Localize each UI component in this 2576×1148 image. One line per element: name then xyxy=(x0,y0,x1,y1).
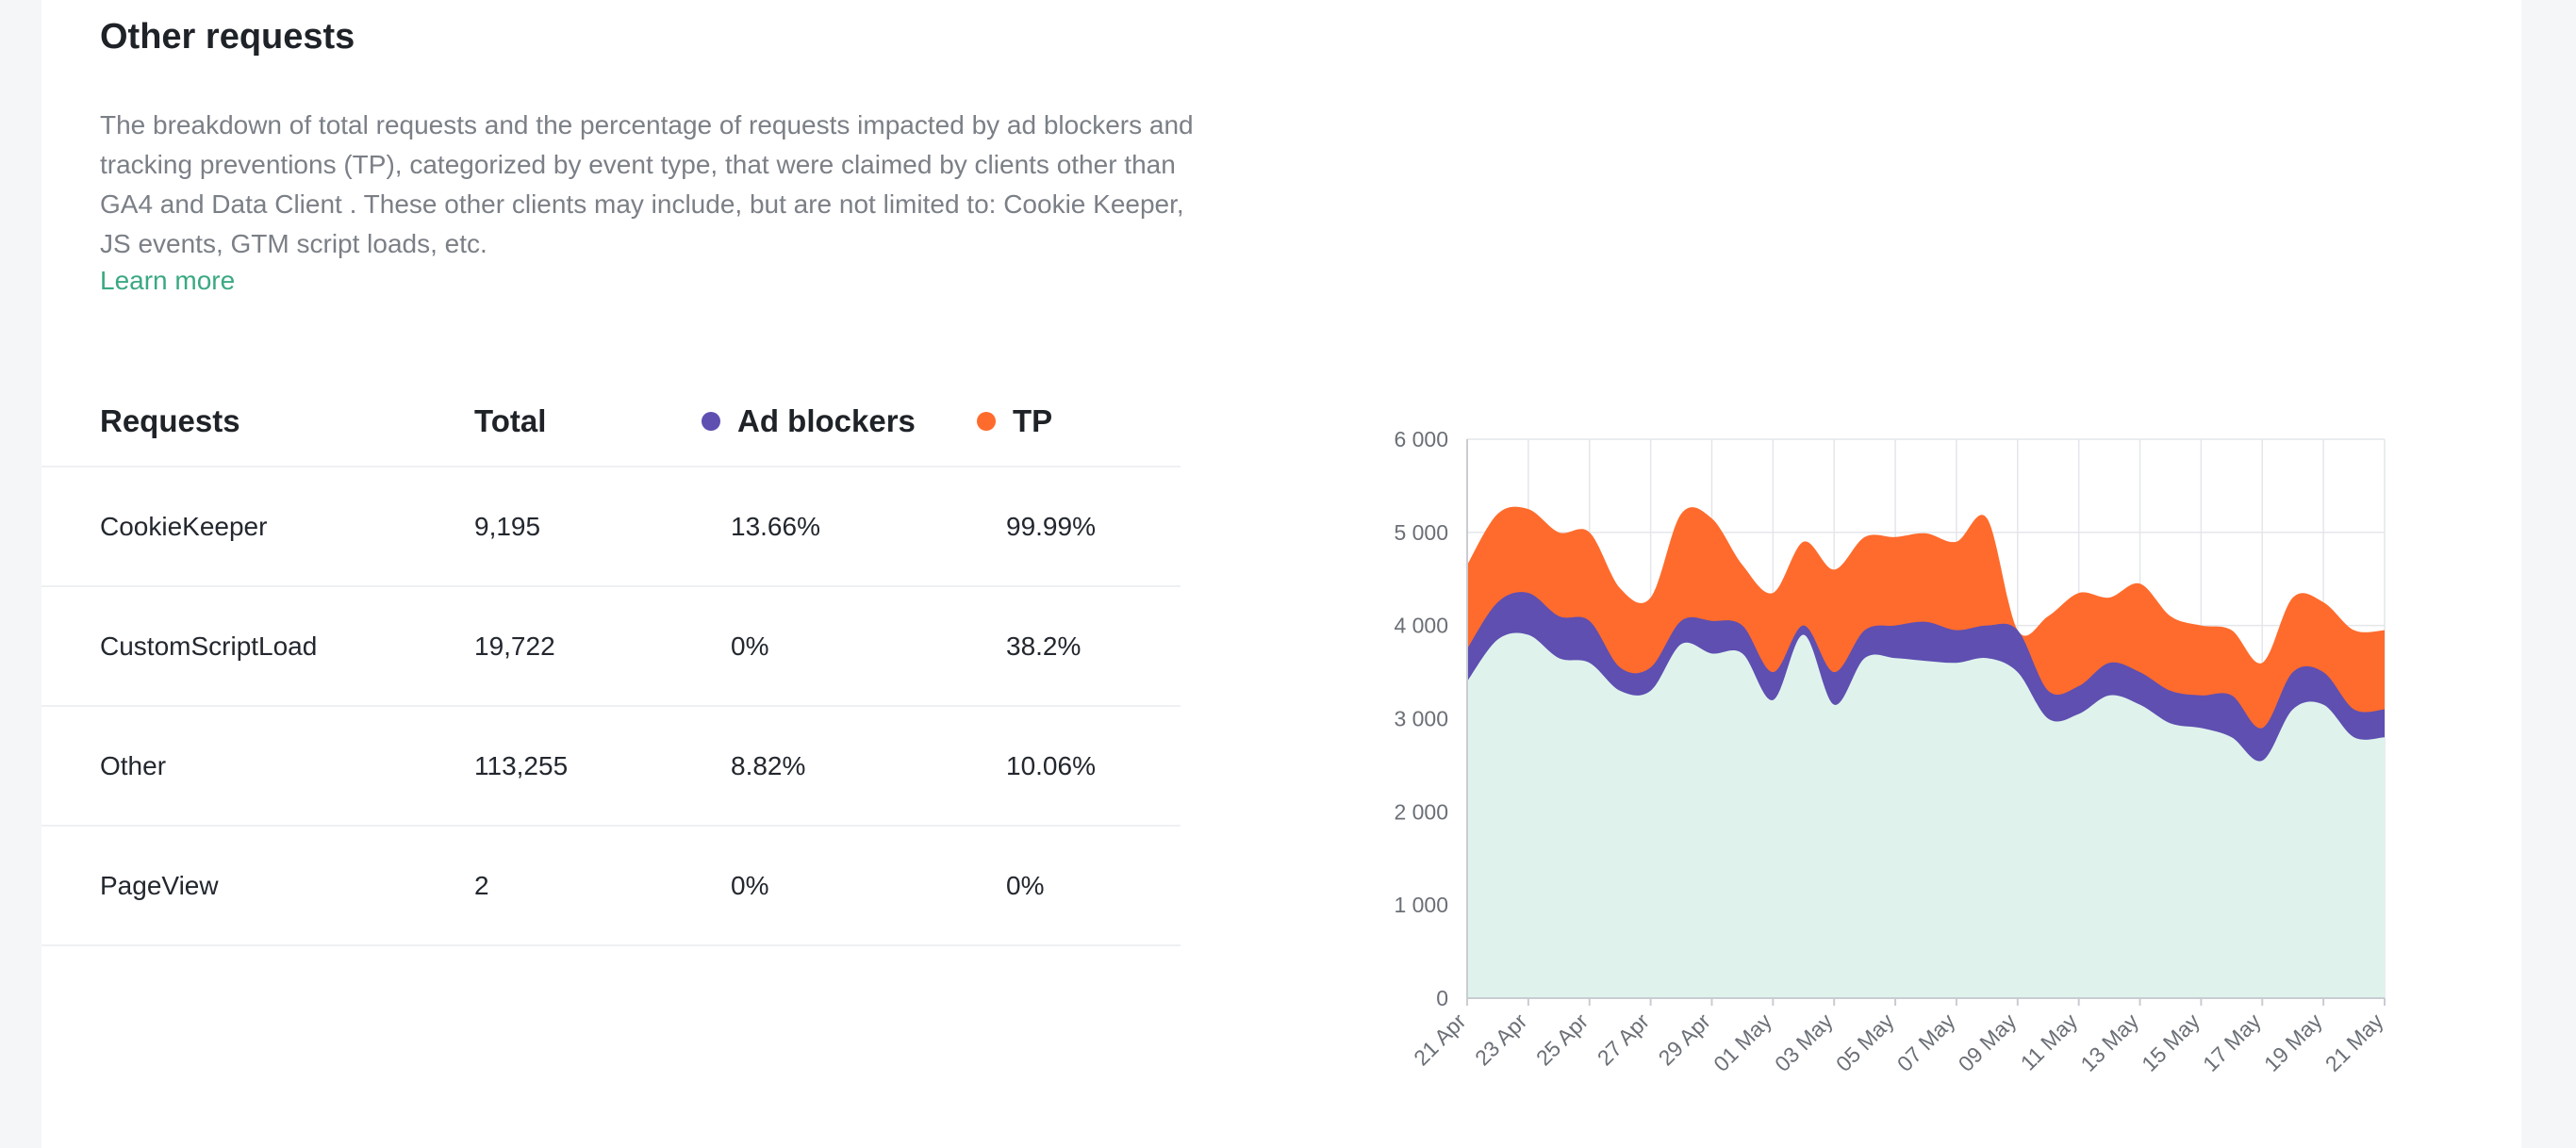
row-tp: 38.2% xyxy=(1006,631,1082,661)
other-requests-card: Other requests The breakdown of total re… xyxy=(41,0,2521,1148)
x-tick-label: 15 May xyxy=(2137,1009,2204,1076)
requests-table: Requests Total Ad blockers TP CookieKeep… xyxy=(41,377,1181,946)
row-ad-blockers: 13.66% xyxy=(731,511,820,541)
row-total: 2 xyxy=(474,870,489,900)
y-tick-label: 2 000 xyxy=(1394,799,1448,824)
y-tick-label: 1 000 xyxy=(1394,893,1448,917)
section-description: The breakdown of total requests and the … xyxy=(100,110,1194,258)
row-total: 19,722 xyxy=(474,631,555,661)
row-name: CustomScriptLoad xyxy=(100,631,318,661)
y-tick-label: 5 000 xyxy=(1394,520,1448,545)
row-name: CookieKeeper xyxy=(100,511,268,541)
y-tick-label: 0 xyxy=(1436,986,1448,1010)
row-name: PageView xyxy=(100,870,219,900)
table-row: CustomScriptLoad 19,722 0% 38.2% xyxy=(41,587,1181,707)
y-tick-label: 3 000 xyxy=(1394,707,1448,731)
ad-blockers-dot-icon xyxy=(702,412,720,431)
tp-dot-icon xyxy=(977,412,996,431)
x-tick-label: 09 May xyxy=(1954,1009,2022,1076)
row-tp: 0% xyxy=(1006,870,1045,900)
x-tick-label: 11 May xyxy=(2016,1009,2083,1075)
header-ad-blockers: Ad blockers xyxy=(702,377,916,466)
series-area-base xyxy=(1467,632,2385,998)
row-ad-blockers: 0% xyxy=(731,870,769,900)
header-total: Total xyxy=(474,403,547,438)
table-row: PageView 2 0% 0% xyxy=(41,827,1181,946)
y-tick-label: 6 000 xyxy=(1394,427,1448,451)
learn-more-link[interactable]: Learn more xyxy=(100,266,236,295)
row-total: 113,255 xyxy=(474,750,569,780)
x-tick-label: 17 May xyxy=(2198,1009,2266,1076)
x-tick-label: 23 Apr xyxy=(1470,1009,1532,1071)
x-tick-label: 19 May xyxy=(2259,1009,2327,1076)
header-ad-blockers-label: Ad blockers xyxy=(737,403,916,438)
table-header: Requests Total Ad blockers TP xyxy=(41,377,1181,467)
x-tick-label: 29 Apr xyxy=(1654,1009,1716,1071)
x-tick-label: 03 May xyxy=(1770,1009,1838,1076)
row-ad-blockers: 8.82% xyxy=(731,750,806,780)
x-tick-label: 27 Apr xyxy=(1593,1009,1655,1071)
table-row: Other 113,255 8.82% 10.06% xyxy=(41,707,1181,827)
header-tp-label: TP xyxy=(1013,403,1053,438)
y-tick-label: 4 000 xyxy=(1394,614,1448,638)
x-tick-label: 25 Apr xyxy=(1531,1009,1593,1071)
row-ad-blockers: 0% xyxy=(731,631,769,661)
x-tick-label: 01 May xyxy=(1709,1009,1776,1076)
row-tp: 10.06% xyxy=(1006,750,1096,780)
x-tick-label: 21 Apr xyxy=(1409,1009,1471,1071)
table-row: CookieKeeper 9,195 13.66% 99.99% xyxy=(41,467,1181,587)
row-total: 9,195 xyxy=(474,511,541,541)
header-requests: Requests xyxy=(100,403,240,438)
x-tick-label: 21 May xyxy=(2320,1009,2388,1076)
requests-area-chart: 0 1 000 2 000 3 000 4 000 5 000 6 000 21 Apr 23 … xyxy=(1394,427,2388,1076)
x-tick-label: 13 May xyxy=(2075,1009,2143,1076)
header-tp: TP xyxy=(977,377,1052,466)
x-tick-label: 07 May xyxy=(1892,1009,1960,1076)
row-name: Other xyxy=(100,750,167,780)
row-tp: 99.99% xyxy=(1006,511,1096,541)
section-title: Other requests xyxy=(100,17,355,57)
x-tick-label: 05 May xyxy=(1831,1009,1899,1076)
